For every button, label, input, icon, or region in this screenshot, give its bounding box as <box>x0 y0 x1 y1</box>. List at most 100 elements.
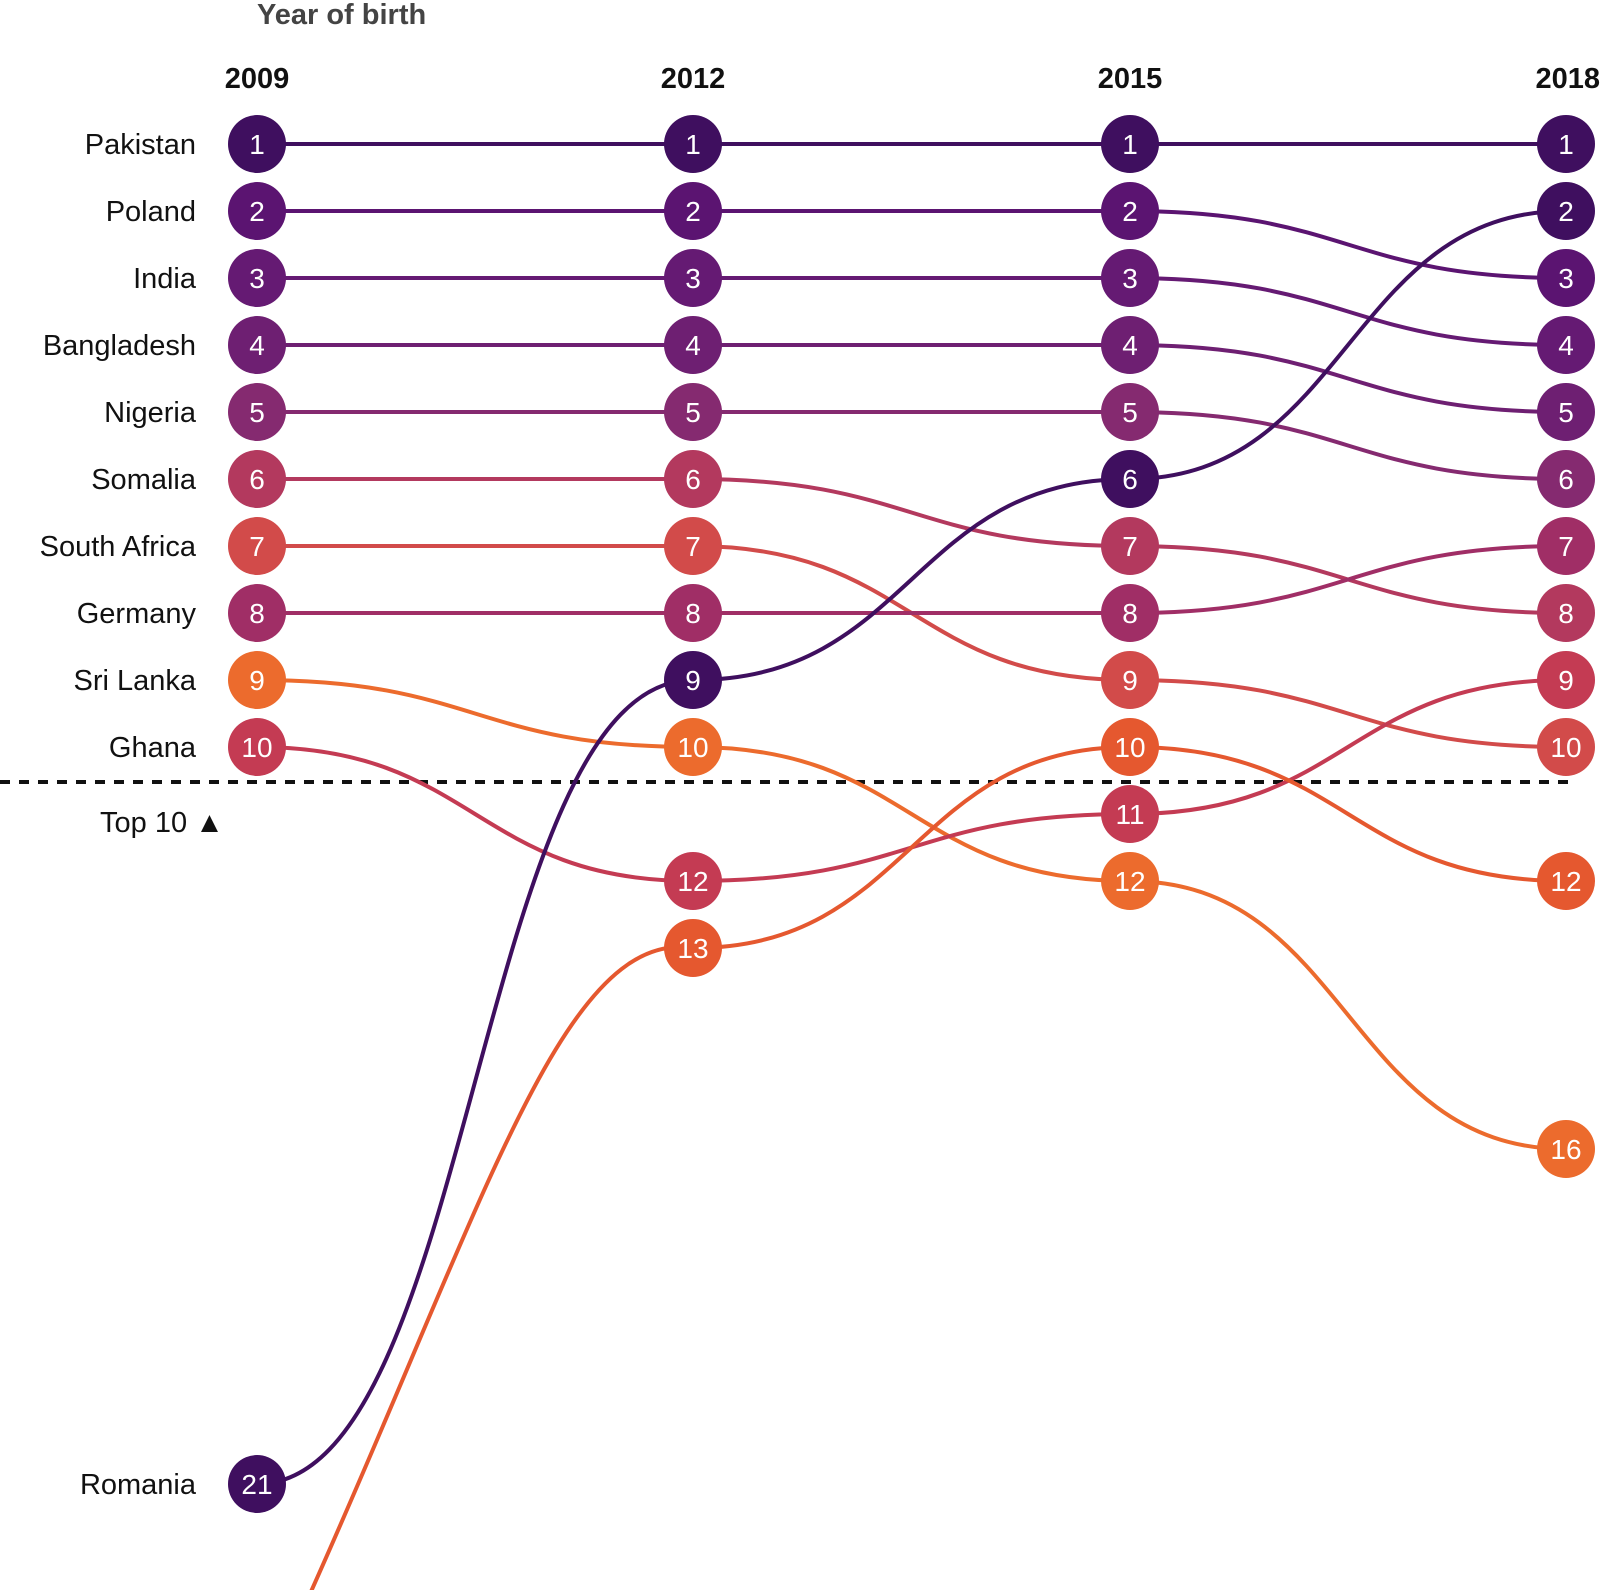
country-label-south-africa: South Africa <box>40 531 197 563</box>
rank-label-sri-lanka-2015: 12 <box>1114 866 1145 897</box>
rank-label-pakistan-2018: 1 <box>1558 129 1574 160</box>
year-header-2015: 2015 <box>1098 63 1163 95</box>
rank-label-unlabeled-2015: 10 <box>1114 732 1145 763</box>
rank-label-poland-2009: 2 <box>249 196 265 227</box>
rank-marker-germany-2015 <box>1101 584 1159 642</box>
rank-label-south-africa-2018: 10 <box>1550 732 1581 763</box>
country-label-somalia: Somalia <box>91 464 197 496</box>
year-header-2018: 2018 <box>1535 63 1600 95</box>
rank-label-ghana-2015: 11 <box>1115 799 1144 830</box>
rank-marker-india-2018 <box>1537 316 1595 374</box>
rank-marker-unlabeled-2018 <box>1537 852 1595 910</box>
rank-marker-germany-2018 <box>1537 517 1595 575</box>
series-line-romania <box>256 209 1567 1486</box>
series-line-germany <box>257 544 1567 616</box>
rank-label-germany-2009: 8 <box>249 598 265 629</box>
rank-marker-bangladesh-2009 <box>228 316 286 374</box>
rank-marker-poland-2009 <box>228 182 286 240</box>
series-line-poland <box>256 208 1567 280</box>
series-line-sri-lanka <box>256 678 1567 1151</box>
rank-label-unlabeled-2012: 13 <box>677 933 708 964</box>
rank-marker-somalia-2015 <box>1101 517 1159 575</box>
rank-marker-somalia-2012 <box>664 450 722 508</box>
series-line-somalia <box>256 476 1567 615</box>
rank-label-romania-2015: 6 <box>1122 464 1138 495</box>
rank-label-south-africa-2012: 7 <box>685 531 701 562</box>
rank-label-ghana-2009: 10 <box>241 732 272 763</box>
rank-marker-ghana-2012 <box>664 852 722 910</box>
rank-marker-sri-lanka-2018 <box>1537 1120 1595 1178</box>
rank-label-ghana-2018: 9 <box>1558 665 1574 696</box>
rank-label-germany-2015: 8 <box>1122 598 1138 629</box>
rank-label-somalia-2012: 6 <box>685 464 701 495</box>
rank-marker-germany-2009 <box>228 584 286 642</box>
rank-marker-romania-2009 <box>228 1455 286 1513</box>
series-line-unlabeled <box>309 744 1567 1590</box>
rank-label-romania-2009: 21 <box>241 1469 272 1500</box>
country-label-ghana: Ghana <box>109 732 197 764</box>
rank-marker-ghana-2015 <box>1101 785 1159 843</box>
rank-marker-bangladesh-2018 <box>1537 383 1595 441</box>
rank-label-india-2009: 3 <box>249 263 265 294</box>
rank-label-nigeria-2009: 5 <box>249 397 265 428</box>
rank-marker-nigeria-2012 <box>664 383 722 441</box>
rank-marker-poland-2015 <box>1101 182 1159 240</box>
rank-marker-south-africa-2009 <box>228 517 286 575</box>
rank-label-germany-2012: 8 <box>685 598 701 629</box>
rank-marker-germany-2012 <box>664 584 722 642</box>
rank-label-nigeria-2012: 5 <box>685 397 701 428</box>
rank-label-pakistan-2012: 1 <box>685 129 701 160</box>
country-label-bangladesh: Bangladesh <box>43 330 196 362</box>
year-header-2009: 2009 <box>225 63 290 95</box>
series-line-bangladesh <box>256 342 1567 414</box>
rank-label-romania-2018: 2 <box>1558 196 1574 227</box>
rank-label-bangladesh-2015: 4 <box>1122 330 1138 361</box>
rank-label-bangladesh-2009: 4 <box>249 330 265 361</box>
rank-marker-pakistan-2012 <box>664 115 722 173</box>
rank-marker-sri-lanka-2015 <box>1101 852 1159 910</box>
rank-label-sri-lanka-2018: 16 <box>1550 1134 1581 1165</box>
rank-marker-nigeria-2009 <box>228 383 286 441</box>
rank-label-somalia-2015: 7 <box>1122 531 1138 562</box>
rank-marker-poland-2018 <box>1537 249 1595 307</box>
rank-label-somalia-2018: 8 <box>1558 598 1574 629</box>
rank-label-bangladesh-2018: 5 <box>1558 397 1574 428</box>
rank-marker-sri-lanka-2009 <box>228 651 286 709</box>
rank-label-poland-2012: 2 <box>685 196 701 227</box>
rank-label-india-2012: 3 <box>685 263 701 294</box>
rank-marker-poland-2012 <box>664 182 722 240</box>
rank-label-unlabeled-2018: 12 <box>1550 866 1581 897</box>
rank-marker-nigeria-2018 <box>1537 450 1595 508</box>
rank-marker-south-africa-2015 <box>1101 651 1159 709</box>
rank-label-poland-2015: 2 <box>1122 196 1138 227</box>
rank-marker-india-2015 <box>1101 249 1159 307</box>
rank-label-pakistan-2009: 1 <box>249 129 265 160</box>
country-label-india: India <box>133 263 197 295</box>
rank-label-romania-2012: 9 <box>685 665 701 696</box>
rank-marker-pakistan-2009 <box>228 115 286 173</box>
rank-label-india-2018: 4 <box>1558 330 1574 361</box>
rank-marker-unlabeled-2012 <box>664 919 722 977</box>
rank-label-somalia-2009: 6 <box>249 464 265 495</box>
rank-label-sri-lanka-2012: 10 <box>677 732 708 763</box>
rank-marker-romania-2015 <box>1101 450 1159 508</box>
series-line-south-africa <box>257 543 1567 749</box>
series-line-nigeria <box>257 409 1567 481</box>
rank-marker-unlabeled-2015 <box>1101 718 1159 776</box>
rank-label-pakistan-2015: 1 <box>1122 129 1138 160</box>
country-label-nigeria: Nigeria <box>104 397 197 429</box>
country-label-sri-lanka: Sri Lanka <box>73 665 196 697</box>
rank-label-poland-2018: 3 <box>1558 263 1574 294</box>
country-label-pakistan: Pakistan <box>85 129 196 161</box>
rank-marker-south-africa-2018 <box>1537 718 1595 776</box>
rank-marker-bangladesh-2012 <box>664 316 722 374</box>
rank-label-south-africa-2015: 9 <box>1122 665 1138 696</box>
rank-marker-ghana-2009 <box>228 718 286 776</box>
rank-label-south-africa-2009: 7 <box>249 531 265 562</box>
rank-marker-somalia-2018 <box>1537 584 1595 642</box>
chart-title: Year of birth <box>257 0 426 31</box>
rank-marker-ghana-2018 <box>1537 651 1595 709</box>
rank-marker-romania-2012 <box>664 651 722 709</box>
